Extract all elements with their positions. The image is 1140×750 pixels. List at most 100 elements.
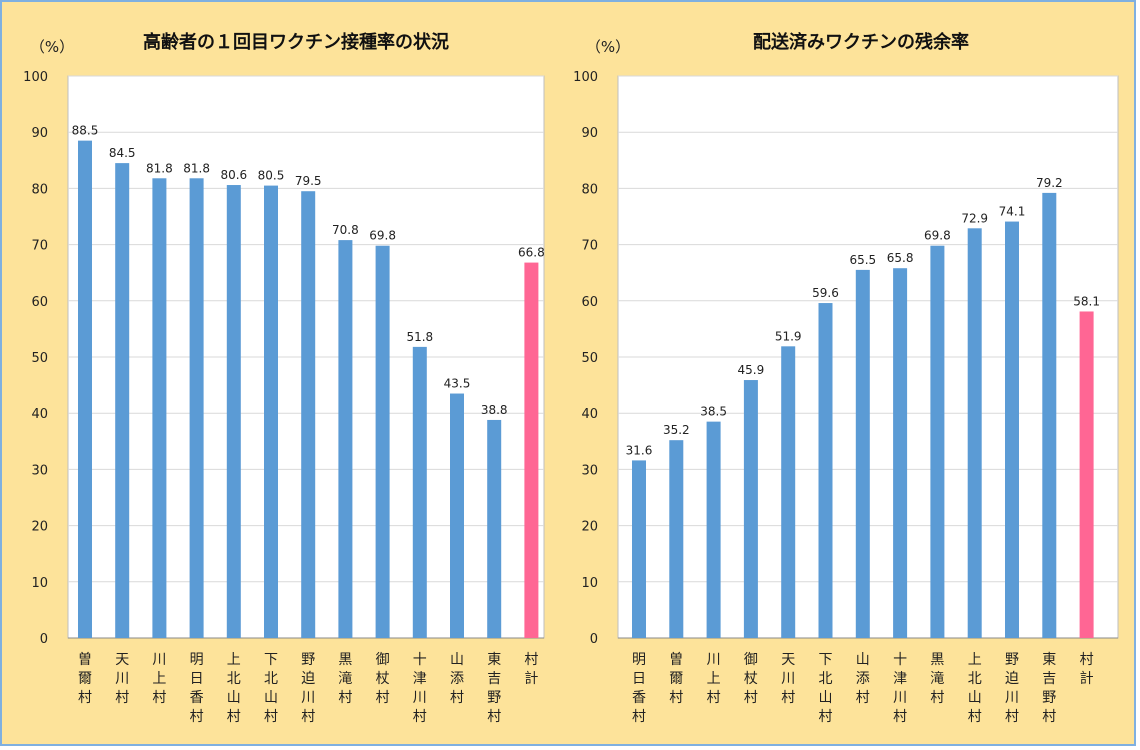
x-tick-label: 山添村: [450, 652, 464, 706]
data-label: 45.9: [738, 363, 765, 377]
bar: [487, 419, 502, 638]
x-tick-label: 東吉野村: [487, 652, 501, 725]
data-label: 79.2: [1036, 176, 1063, 190]
x-tick-label: 明日香村: [190, 652, 204, 725]
x-tick-label: 明日香村: [632, 652, 646, 725]
y-tick-label: 0: [590, 632, 598, 647]
y-tick-label: 60: [31, 295, 48, 310]
y-tick-label: 0: [40, 632, 48, 647]
chart-title: 高齢者の１回目ワクチン接種率の状況: [143, 31, 449, 53]
data-label: 80.6: [220, 168, 247, 182]
y-tick-label: 100: [23, 70, 48, 85]
x-tick-label: 川上村: [707, 652, 721, 706]
bar: [743, 380, 758, 638]
data-label: 43.5: [444, 377, 471, 391]
y-unit-label: （%）: [30, 38, 74, 56]
bar: [1042, 192, 1057, 638]
data-label: 84.5: [109, 146, 136, 160]
y-tick-label: 20: [31, 520, 48, 535]
y-tick-label: 60: [581, 295, 598, 310]
y-tick-label: 70: [581, 239, 598, 254]
x-tick-label: 東吉野村: [1042, 652, 1056, 725]
data-label: 51.9: [775, 329, 802, 343]
bar: [78, 140, 92, 638]
data-label: 88.5: [72, 124, 99, 138]
data-label: 74.1: [999, 205, 1026, 219]
bar: [632, 460, 646, 638]
x-tick-label: 天川村: [115, 652, 129, 706]
chart-title: 配送済みワクチンの残余率: [753, 31, 969, 53]
y-tick-label: 10: [31, 576, 48, 591]
y-tick-label: 90: [31, 126, 48, 141]
x-tick-label: 十津川村: [893, 652, 907, 725]
data-label: 31.6: [626, 443, 653, 457]
x-tick-label: 野迫川村: [1005, 652, 1019, 725]
x-tick-label: 御杖村: [744, 652, 758, 706]
remaining-vaccine-chart: 配送済みワクチンの残余率 （%） 0 10 20 30 40 50 60 70 80 90 100 3…: [573, 31, 1119, 725]
y-tick-label: 100: [573, 70, 598, 85]
x-tick-label: 上北山村: [968, 652, 982, 725]
data-label: 65.8: [887, 251, 914, 265]
bar: [524, 262, 539, 638]
y-tick-label: 30: [581, 463, 598, 478]
bar: [301, 191, 316, 638]
x-tick-label: 黒滝村: [930, 652, 944, 706]
data-label: 51.8: [406, 330, 433, 344]
bar: [1005, 221, 1019, 639]
y-tick-label: 10: [581, 576, 598, 591]
y-tick-label: 30: [31, 463, 48, 478]
x-tick-label: 御杖村: [376, 652, 390, 706]
x-tick-label: 天川村: [781, 652, 795, 706]
bar: [930, 245, 945, 638]
y-tick-label: 50: [581, 351, 598, 366]
y-tick-label: 20: [581, 520, 598, 535]
bar: [706, 421, 721, 638]
vaccination-rate-chart-panel: 高齢者の１回目ワクチン接種率の状況 （%） 0 10 20 30 40 50 60 70 80 9…: [2, 2, 564, 748]
x-tick-label: 下北山村: [264, 652, 278, 725]
data-label: 38.5: [700, 405, 727, 419]
data-label: 59.6: [812, 286, 839, 300]
bar: [264, 185, 278, 638]
y-unit-label: （%）: [586, 38, 630, 56]
x-tick-label: 村計: [524, 652, 538, 687]
y-tick-label: 50: [31, 351, 48, 366]
data-label: 79.5: [295, 174, 322, 188]
bar: [338, 240, 353, 638]
data-label: 70.8: [332, 223, 359, 237]
x-tick-label: 野迫川村: [301, 652, 315, 725]
data-label: 69.8: [369, 229, 396, 243]
bar: [781, 346, 796, 638]
data-label: 81.8: [183, 161, 210, 175]
vaccination-rate-chart: 高齢者の１回目ワクチン接種率の状況 （%） 0 10 20 30 40 50 60 70 80 9…: [23, 31, 545, 725]
y-tick-label: 40: [581, 407, 598, 422]
y-tick-label: 70: [31, 239, 48, 254]
bar: [855, 269, 870, 638]
bar: [450, 393, 464, 638]
y-tick-label: 80: [581, 182, 598, 197]
data-label: 81.8: [146, 161, 173, 175]
data-label: 69.8: [924, 229, 951, 243]
bar: [189, 178, 204, 638]
x-tick-label: 黒滝村: [338, 652, 352, 706]
x-tick-label: 十津川村: [413, 652, 427, 725]
x-tick-label: 村計: [1080, 652, 1094, 687]
data-label: 66.8: [518, 246, 545, 260]
data-label: 38.8: [481, 403, 508, 417]
bar: [152, 178, 167, 638]
bar: [375, 245, 390, 638]
bar: [893, 268, 908, 638]
y-tick-label: 40: [31, 407, 48, 422]
x-tick-label: 川上村: [152, 652, 166, 706]
y-tick-label: 80: [31, 182, 48, 197]
bar: [1079, 311, 1094, 638]
bar: [818, 303, 833, 638]
x-tick-label: 曽爾村: [669, 652, 683, 706]
x-tick-label: 曽爾村: [78, 652, 92, 706]
data-label: 58.1: [1073, 294, 1100, 308]
bar: [115, 163, 130, 639]
data-label: 80.5: [258, 169, 285, 183]
x-tick-label: 上北山村: [227, 652, 241, 725]
x-tick-label: 山添村: [856, 652, 870, 706]
data-label: 72.9: [961, 211, 988, 225]
